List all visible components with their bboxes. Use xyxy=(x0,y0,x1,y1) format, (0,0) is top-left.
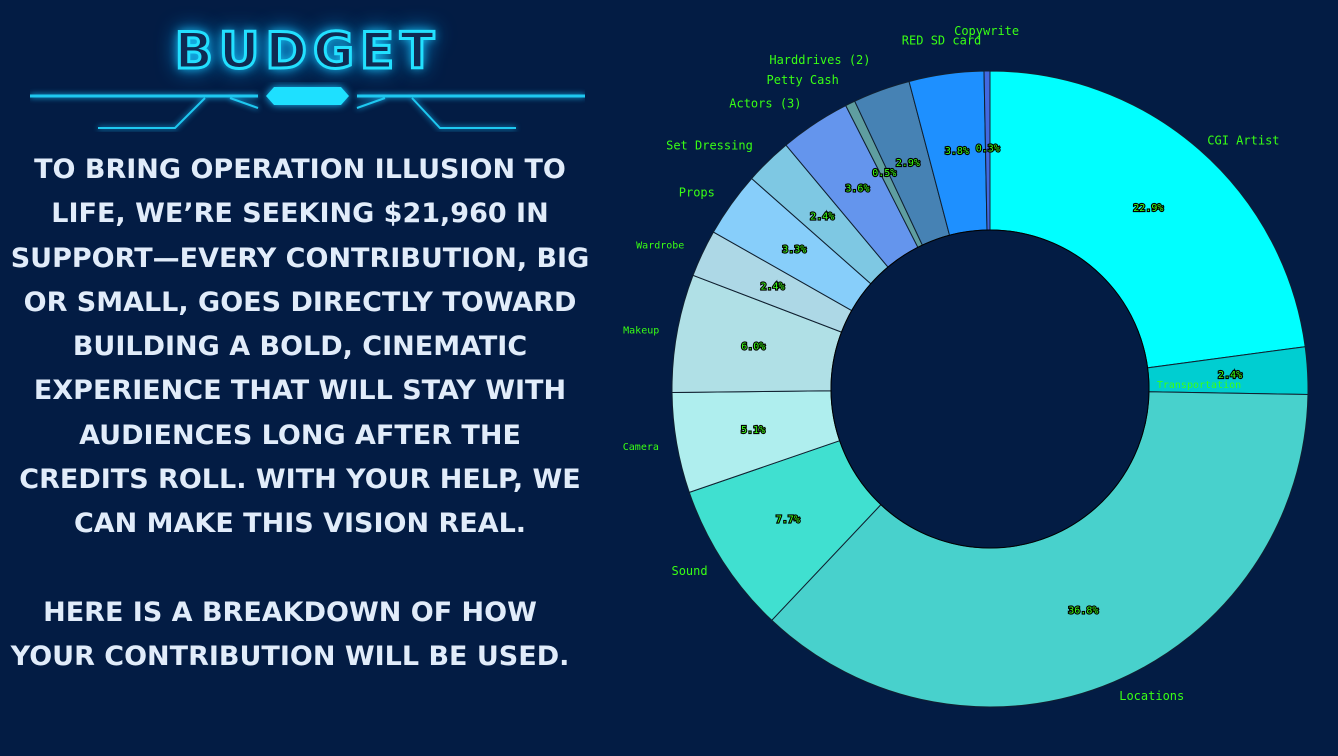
slice-label-sound: Sound xyxy=(671,564,707,578)
pct-label-petty-cash: 0.5% xyxy=(872,168,896,179)
donut-hole xyxy=(830,229,1150,549)
pct-label-makeup: 6.0% xyxy=(741,342,765,353)
pct-label-harddrives-2: 2.9% xyxy=(896,158,920,169)
pct-label-props: 3.3% xyxy=(782,244,806,255)
pct-label-transportation: 2.4% xyxy=(1218,370,1242,381)
slice-label-locations: Locations xyxy=(1119,689,1184,703)
budget-title: BUDGET xyxy=(173,21,441,82)
slice-label-harddrives-2: Harddrives (2) xyxy=(769,53,870,67)
slice-label-camera: Camera xyxy=(623,442,659,453)
pct-label-actors-3: 3.6% xyxy=(845,183,869,194)
slice-label-set-dressing: Set Dressing xyxy=(666,138,753,152)
chart-labels: 22.9%CGI Artist2.4%Transportation36.8%Lo… xyxy=(623,24,1280,703)
pct-label-locations: 36.8% xyxy=(1068,606,1098,617)
slice-label-cgi-artist: CGI Artist xyxy=(1207,134,1279,148)
slice-label-actors-3: Actors (3) xyxy=(729,97,801,111)
pct-label-copywrite: 0.3% xyxy=(976,144,1000,155)
pct-label-wardrobe: 2.4% xyxy=(760,281,784,292)
slice-label-props: Props xyxy=(679,186,715,200)
pct-label-cgi-artist: 22.9% xyxy=(1133,203,1163,214)
title-ornament xyxy=(30,87,585,129)
slice-label-makeup: Makeup xyxy=(623,326,659,337)
pct-label-sound: 7.7% xyxy=(776,514,800,525)
chart-slices xyxy=(671,70,1309,708)
budget-donut-chart: 22.9%CGI Artist2.4%Transportation36.8%Lo… xyxy=(623,24,1309,708)
slice-label-red-sd-card: RED SD card xyxy=(902,33,981,47)
pct-label-set-dressing: 2.4% xyxy=(810,212,834,223)
slice-label-copywrite: Copywrite xyxy=(954,24,1019,38)
slice-label-wardrobe: Wardrobe xyxy=(636,241,684,252)
slice-label-transportation: Transportation xyxy=(1157,380,1241,391)
slice-label-petty-cash: Petty Cash xyxy=(767,73,839,87)
breakdown-note: HERE IS A BREAKDOWN OF HOW YOUR CONTRIBU… xyxy=(10,597,570,673)
pct-label-red-sd-card: 3.8% xyxy=(945,146,969,157)
intro-paragraph: TO BRING OPERATION ILLUSION TO LIFE, WE’… xyxy=(10,154,590,540)
pct-label-camera: 5.1% xyxy=(741,425,765,436)
